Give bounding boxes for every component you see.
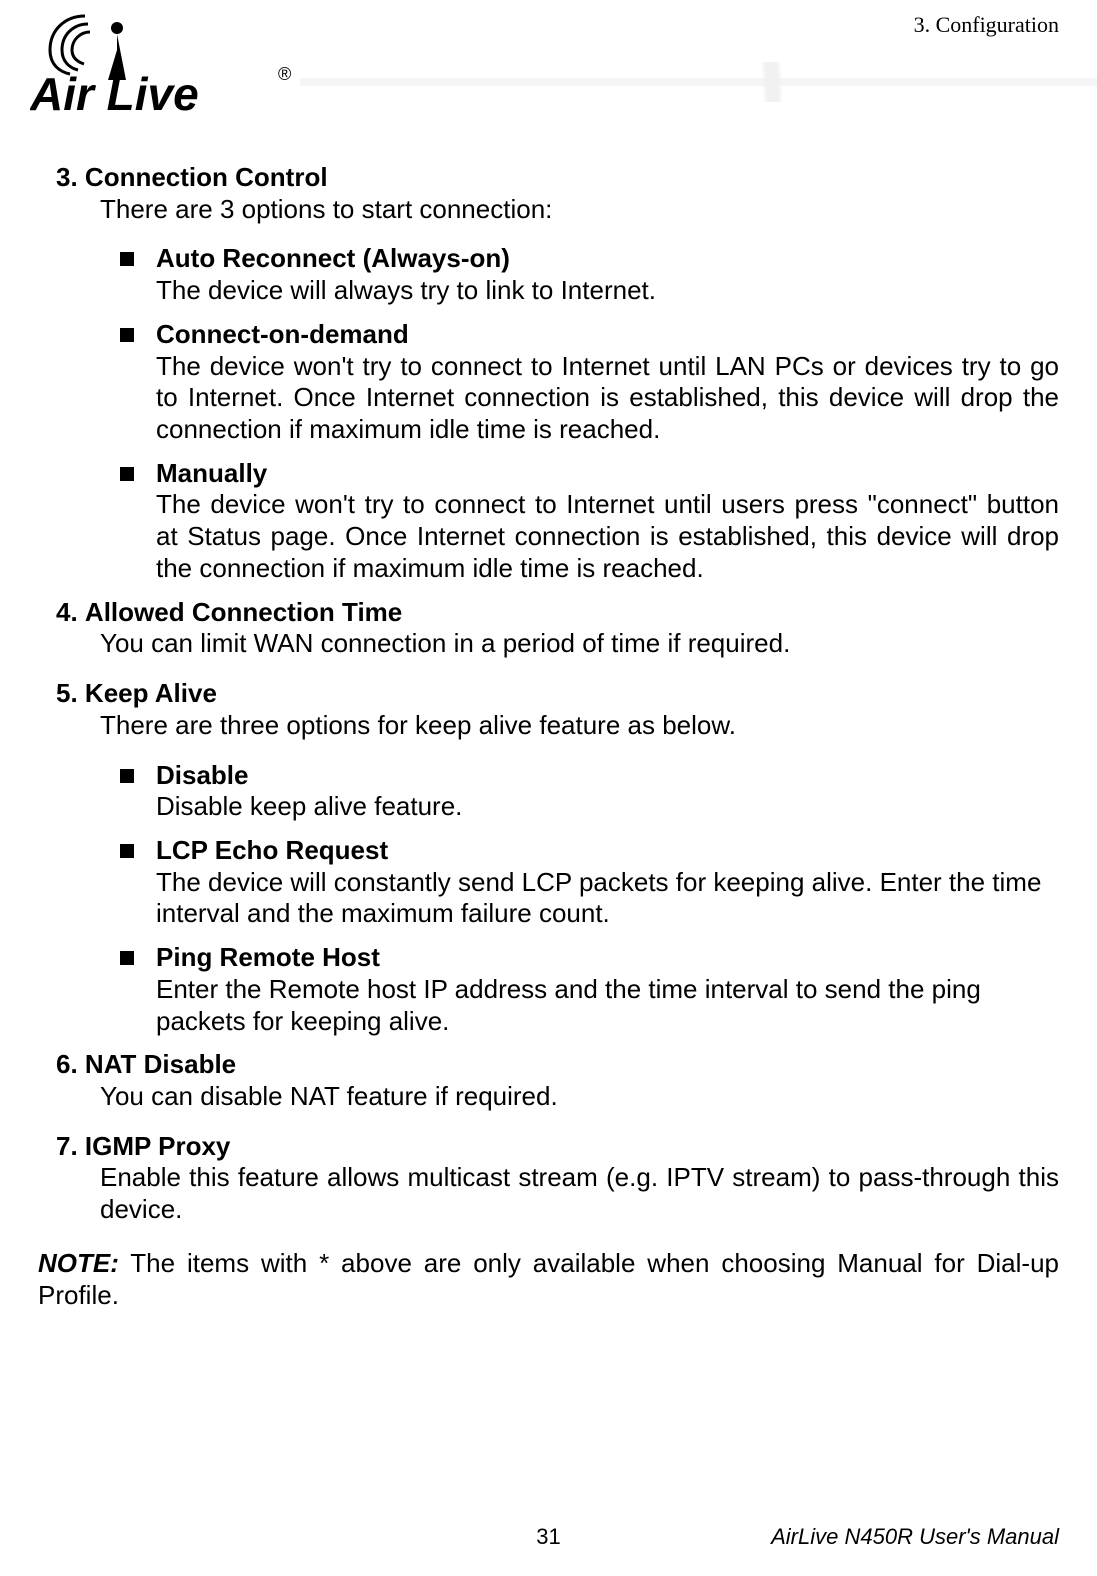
section-4: 4. Allowed Connection Time You can limit… xyxy=(56,597,1059,660)
bullet-lcp-echo: LCP Echo Request The device will constan… xyxy=(114,835,1059,930)
bullet-title: Disable xyxy=(156,760,1059,792)
bullet-title: Auto Reconnect (Always-on) xyxy=(156,243,1059,275)
bullet-title: Ping Remote Host xyxy=(156,942,1059,974)
bullet-title: Manually xyxy=(156,458,1059,490)
section-body: You can limit WAN connection in a period… xyxy=(100,628,1059,660)
page: 3. Configuration Air Live ® 3. Connectio… xyxy=(0,0,1097,1576)
section-body: Enable this feature allows multicast str… xyxy=(100,1162,1059,1225)
section-body: There are three options for keep alive f… xyxy=(100,710,1059,742)
airlive-logo-icon: Air Live ® xyxy=(30,10,320,120)
bullet-body: Disable keep alive feature. xyxy=(156,791,1059,823)
bullet-body: The device will constantly send LCP pack… xyxy=(156,867,1059,930)
section-number: 3. xyxy=(56,162,78,192)
section-title: Allowed Connection Time xyxy=(85,597,402,627)
bullet-body: The device won't try to connect to Inter… xyxy=(156,351,1059,446)
section-number: 5. xyxy=(56,678,78,708)
bullet-title: Connect-on-demand xyxy=(156,319,1059,351)
page-number: 31 xyxy=(536,1524,560,1550)
section-number: 7. xyxy=(56,1131,78,1161)
section-title: Connection Control xyxy=(85,162,328,192)
page-footer: 31 AirLive N450R User's Manual xyxy=(38,1524,1059,1550)
page-content: 3. Connection Control There are 3 option… xyxy=(38,162,1059,1311)
chapter-label: 3. Configuration xyxy=(914,12,1059,38)
section-5-bullets: Disable Disable keep alive feature. LCP … xyxy=(114,760,1059,1038)
bullet-body: Enter the Remote host IP address and the… xyxy=(156,974,1059,1037)
svg-text:Air Live: Air Live xyxy=(30,68,199,120)
section-3-bullets: Auto Reconnect (Always-on) The device wi… xyxy=(114,243,1059,584)
page-header: 3. Configuration Air Live ® xyxy=(0,0,1097,140)
section-title: Keep Alive xyxy=(85,678,217,708)
section-3: 3. Connection Control There are 3 option… xyxy=(56,162,1059,225)
svg-text:®: ® xyxy=(278,64,291,84)
bullet-manually: Manually The device won't try to connect… xyxy=(114,458,1059,585)
section-number: 6. xyxy=(56,1049,78,1079)
bullet-auto-reconnect: Auto Reconnect (Always-on) The device wi… xyxy=(114,243,1059,306)
bullet-body: The device will always try to link to In… xyxy=(156,275,1059,307)
section-5: 5. Keep Alive There are three options fo… xyxy=(56,678,1059,741)
bullet-body: The device won't try to connect to Inter… xyxy=(156,489,1059,584)
section-title: NAT Disable xyxy=(85,1049,236,1079)
note: NOTE: The items with * above are only av… xyxy=(38,1248,1059,1311)
bullet-connect-on-demand: Connect-on-demand The device won't try t… xyxy=(114,319,1059,446)
note-body: The items with * above are only availabl… xyxy=(38,1248,1059,1310)
manual-title: AirLive N450R User's Manual xyxy=(771,1524,1059,1550)
brand-logo: Air Live ® xyxy=(30,10,320,125)
section-body: There are 3 options to start connection: xyxy=(100,194,1059,226)
section-7: 7. IGMP Proxy Enable this feature allows… xyxy=(56,1131,1059,1226)
header-curve-decoration xyxy=(300,62,1097,102)
section-6: 6. NAT Disable You can disable NAT featu… xyxy=(56,1049,1059,1112)
bullet-disable: Disable Disable keep alive feature. xyxy=(114,760,1059,823)
bullet-title: LCP Echo Request xyxy=(156,835,1059,867)
bullet-ping-remote: Ping Remote Host Enter the Remote host I… xyxy=(114,942,1059,1037)
note-label: NOTE: xyxy=(38,1248,119,1278)
section-number: 4. xyxy=(56,597,78,627)
section-title: IGMP Proxy xyxy=(85,1131,230,1161)
section-body: You can disable NAT feature if required. xyxy=(100,1081,1059,1113)
